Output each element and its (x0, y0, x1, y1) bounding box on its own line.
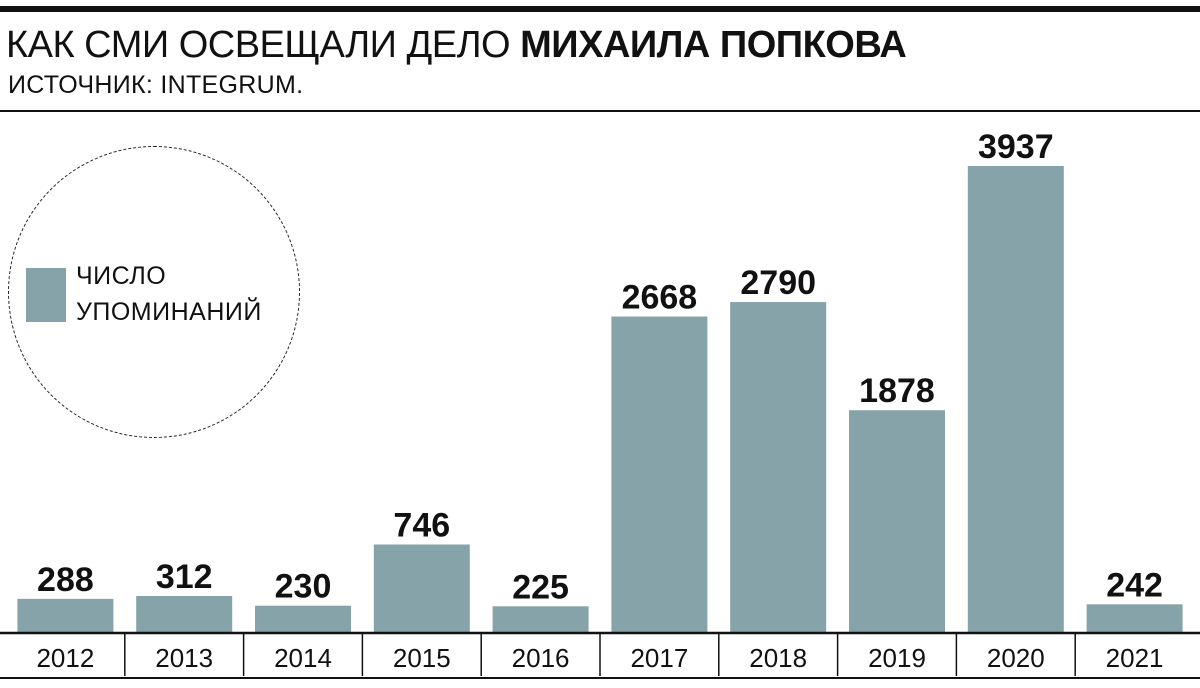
chart-source: ИСТОЧНИК: INTEGRUM. (8, 71, 304, 99)
category-label-2020: 2020 (987, 643, 1045, 673)
bar-2018 (730, 302, 827, 633)
top-rule (0, 6, 1200, 12)
bar-2017 (611, 316, 708, 633)
value-label-2019: 1878 (859, 372, 935, 410)
chart-title: КАК СМИ ОСВЕЩАЛИ ДЕЛО МИХАИЛА ПОПКОВА (6, 22, 907, 68)
value-label-2016: 225 (512, 568, 569, 606)
legend-swatch (26, 268, 66, 322)
bar-2015 (373, 544, 470, 633)
value-label-2018: 2790 (740, 264, 816, 302)
bar-2020 (967, 166, 1064, 633)
category-label-2019: 2019 (868, 643, 926, 673)
bar-2016 (492, 606, 589, 633)
category-label-2015: 2015 (393, 643, 451, 673)
legend-label: ЧИСЛО УПОМИНАНИЙ (76, 258, 296, 330)
value-label-2020: 3937 (978, 128, 1054, 166)
title-regular: КАК СМИ ОСВЕЩАЛИ ДЕЛО (6, 24, 521, 66)
bar-2014 (255, 605, 351, 633)
category-label-2013: 2013 (155, 643, 213, 673)
header-rule (0, 110, 1200, 112)
bar-2021 (1086, 604, 1183, 633)
bar-2012 (17, 598, 114, 633)
legend-circle (8, 146, 300, 438)
value-label-2015: 746 (393, 507, 450, 545)
category-label-2018: 2018 (749, 643, 807, 673)
title-bold: МИХАИЛА ПОПКОВА (520, 24, 907, 66)
legend-label-line1: ЧИСЛО (76, 262, 167, 290)
value-label-2014: 230 (275, 568, 332, 606)
value-label-2017: 2668 (622, 279, 698, 317)
value-label-2013: 312 (156, 558, 213, 596)
legend-label-line2: УПОМИНАНИЙ (76, 298, 262, 326)
value-label-2021: 242 (1106, 566, 1163, 604)
category-label-2017: 2017 (630, 643, 688, 673)
bar-2013 (136, 595, 233, 633)
value-label-2012: 288 (37, 561, 94, 599)
category-label-2012: 2012 (36, 643, 94, 673)
category-label-2016: 2016 (512, 643, 570, 673)
category-label-2014: 2014 (274, 643, 332, 673)
category-label-2021: 2021 (1106, 643, 1164, 673)
bar-2019 (849, 410, 945, 633)
